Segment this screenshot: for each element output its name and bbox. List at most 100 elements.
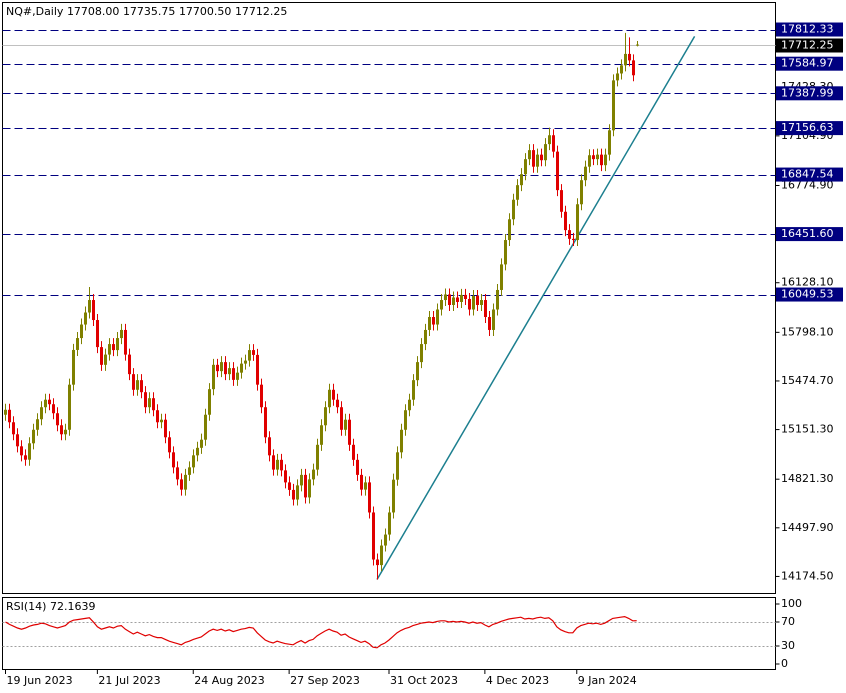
x-tick-label: 19 Jun 2023 <box>6 674 72 687</box>
candle-body <box>48 399 51 405</box>
candle-body <box>328 389 331 408</box>
candle-body <box>200 439 203 448</box>
candle-body <box>480 300 483 305</box>
candle-body <box>24 455 27 460</box>
candle-body <box>28 443 31 460</box>
candle-body <box>264 407 267 438</box>
candle-body <box>584 166 587 181</box>
y-tick-label: 14174.50 <box>781 569 834 582</box>
candle-body <box>548 135 551 145</box>
candle-body <box>40 407 43 420</box>
candle-body <box>208 389 211 415</box>
candle-body <box>224 362 227 375</box>
x-tick-label: 4 Dec 2023 <box>486 674 549 687</box>
candle-body <box>592 155 595 160</box>
x-tick-label: 9 Jan 2024 <box>578 674 637 687</box>
candle-body <box>452 297 455 305</box>
candle-body <box>260 384 263 408</box>
candle-body <box>388 512 391 535</box>
candle-body <box>180 479 183 490</box>
candle-body <box>428 317 431 330</box>
candle-body <box>8 409 11 423</box>
y-tick-label: 14497.90 <box>781 521 834 534</box>
candle-body <box>236 372 239 380</box>
candle-body <box>536 154 539 167</box>
rsi-y-tick-label: 70 <box>781 615 795 628</box>
candle-body <box>496 289 499 310</box>
level-label: 17156.63 <box>781 121 834 134</box>
candle-body <box>544 144 547 161</box>
x-tick-label: 24 Aug 2023 <box>194 674 264 687</box>
candle-body <box>336 399 339 408</box>
candle-body <box>152 398 155 411</box>
candle-body <box>500 264 503 290</box>
candle-body <box>248 350 251 361</box>
close-label: 17712.25 <box>235 5 288 18</box>
candle-body <box>308 479 311 498</box>
candle-body <box>228 368 231 375</box>
candle-body <box>92 300 95 321</box>
candle-body <box>280 459 283 471</box>
candle-body <box>476 295 479 305</box>
plot-layer: 14174.50 14497.90 14821.30 15151.30 15474.70… <box>2 22 843 687</box>
candle-body <box>104 354 107 365</box>
candle-body <box>404 410 407 430</box>
candle-body <box>492 309 495 330</box>
candle-body <box>288 482 291 490</box>
candle-body <box>168 437 171 453</box>
y-tick-label: 16774.90 <box>781 178 834 191</box>
candle-body <box>212 364 215 390</box>
candle-body <box>488 317 491 330</box>
candle-body <box>204 414 207 440</box>
rsi-title: RSI(14) <box>6 600 46 613</box>
level-label: 17387.99 <box>781 86 834 99</box>
rsi-header: RSI(14) 72.1639 <box>6 600 95 613</box>
candle-body <box>632 60 635 76</box>
chart-header: NQ#,Daily 17708.00 17735.75 17700.50 177… <box>6 5 287 18</box>
candle-body <box>360 474 363 490</box>
candle-body <box>408 399 411 411</box>
price-panel <box>2 2 776 594</box>
candle-body <box>72 349 75 385</box>
candle-body <box>344 419 347 430</box>
candle-body <box>268 437 271 456</box>
candle-body <box>600 154 603 166</box>
candle-body <box>612 80 615 131</box>
candle-body <box>256 354 259 385</box>
candle-body <box>448 294 451 305</box>
level-label: 16049.53 <box>781 288 834 301</box>
level-label-box <box>776 167 843 182</box>
candle-body <box>316 444 319 470</box>
candle-body <box>524 159 527 175</box>
candle-body <box>508 219 511 241</box>
candle-body <box>292 489 295 500</box>
candle-body <box>52 404 55 414</box>
level-label: 17584.97 <box>781 57 834 70</box>
candle-body <box>576 204 579 241</box>
candle-body <box>220 362 223 372</box>
candle-body <box>164 419 167 438</box>
candle-body <box>580 180 583 205</box>
candle-body <box>456 297 459 302</box>
x-tick-label: 31 Oct 2023 <box>390 674 458 687</box>
candle-body <box>608 130 611 155</box>
candle-body <box>396 452 399 480</box>
candle-body <box>572 238 575 241</box>
candle-body <box>140 380 143 393</box>
candle-body <box>120 329 123 339</box>
candle-body <box>60 425 63 435</box>
candle-body <box>504 240 507 265</box>
open-label: 17708.00 <box>67 5 120 18</box>
candle-body <box>460 294 463 302</box>
candle-body <box>88 300 91 313</box>
candle-body <box>304 474 307 498</box>
candle-body <box>188 467 191 475</box>
candle-body <box>628 53 631 61</box>
y-tick-label: 15474.70 <box>781 374 834 387</box>
y-tick-label: 16128.10 <box>781 276 834 289</box>
level-label-box <box>776 121 843 136</box>
candle-body <box>84 312 87 325</box>
candle-body <box>380 545 383 566</box>
candle-body <box>232 368 235 380</box>
